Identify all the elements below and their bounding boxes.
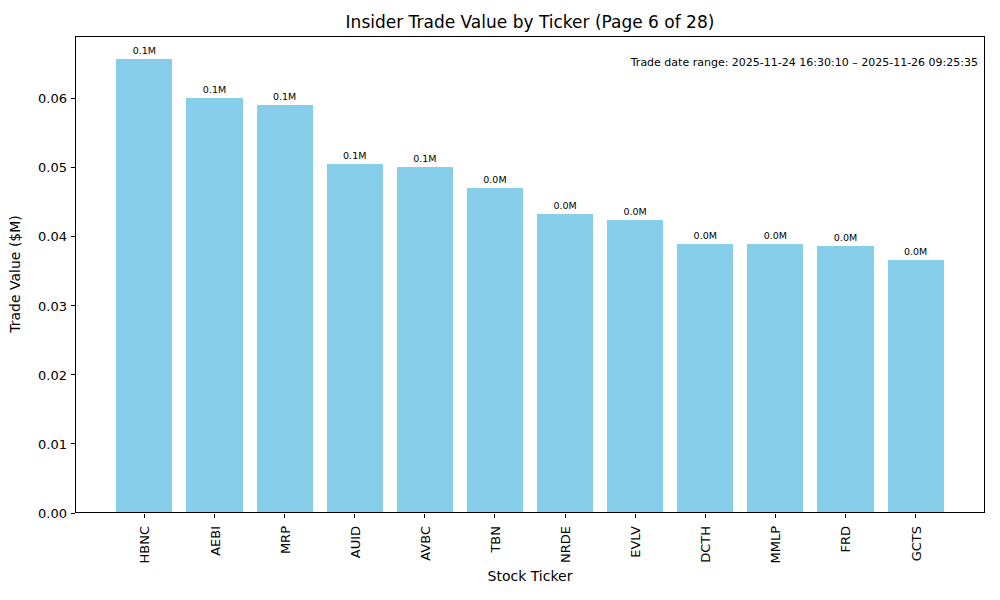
x-axis-label: Stock Ticker <box>488 568 573 584</box>
y-tick-label: 0.00 <box>38 506 67 521</box>
x-tick-label-mmlp: MMLP <box>768 526 783 564</box>
bar-value-label: 0.1M <box>133 45 156 56</box>
figure: Insider Trade Value by Ticker (Page 6 of… <box>0 0 1000 600</box>
y-tick-label: 0.01 <box>38 436 67 451</box>
bar-mmlp <box>747 244 803 512</box>
x-tick-mark <box>284 514 285 518</box>
x-tick-label-gcts: GCTS <box>908 526 923 561</box>
bar-tbn <box>467 188 523 512</box>
bar-mrp <box>257 105 313 512</box>
bar-avbc <box>397 167 453 512</box>
bar-nrde <box>537 214 593 512</box>
x-tick-mark <box>635 514 636 518</box>
x-tick-mark <box>565 514 566 518</box>
bar-value-label: 0.1M <box>273 91 296 102</box>
bar-value-label: 0.0M <box>904 246 927 257</box>
x-tick-label-tbn: TBN <box>487 526 502 553</box>
chart-title: Insider Trade Value by Ticker (Page 6 of… <box>346 12 715 32</box>
y-tick-mark <box>71 236 75 237</box>
x-tick-mark <box>144 514 145 518</box>
bar-value-label: 0.1M <box>413 153 436 164</box>
bar-value-label: 0.0M <box>553 200 576 211</box>
x-tick-mark <box>214 514 215 518</box>
bar-value-label: 0.1M <box>203 84 226 95</box>
bar-gcts <box>888 260 944 512</box>
x-tick-label-evlv: EVLV <box>628 526 643 558</box>
x-tick-mark <box>424 514 425 518</box>
bar-aebi <box>186 98 242 512</box>
bar-frd <box>817 246 873 512</box>
y-tick-label: 0.06 <box>38 91 67 106</box>
bar-auid <box>327 164 383 512</box>
bar-value-label: 0.0M <box>834 232 857 243</box>
y-tick-label: 0.02 <box>38 367 67 382</box>
y-tick-label: 0.05 <box>38 160 67 175</box>
bar-value-label: 0.0M <box>483 174 506 185</box>
y-tick-mark <box>71 98 75 99</box>
bar-value-label: 0.0M <box>694 230 717 241</box>
bar-hbnc <box>116 59 172 512</box>
x-tick-label-mrp: MRP <box>277 526 292 554</box>
y-tick-label: 0.03 <box>38 298 67 313</box>
y-tick-mark <box>71 513 75 514</box>
x-tick-label-dcth: DCTH <box>698 526 713 563</box>
y-tick-mark <box>71 305 75 306</box>
x-tick-label-nrde: NRDE <box>558 526 573 563</box>
y-tick-label: 0.04 <box>38 229 67 244</box>
bar-dcth <box>677 244 733 512</box>
x-tick-mark <box>915 514 916 518</box>
bar-value-label: 0.0M <box>624 206 647 217</box>
y-tick-mark <box>71 443 75 444</box>
x-tick-mark <box>775 514 776 518</box>
x-tick-label-avbc: AVBC <box>417 526 432 561</box>
y-tick-mark <box>71 374 75 375</box>
x-tick-mark <box>705 514 706 518</box>
x-tick-label-aebi: AEBI <box>207 526 222 556</box>
x-tick-label-hbnc: HBNC <box>137 526 152 564</box>
y-tick-mark <box>71 167 75 168</box>
x-tick-mark <box>354 514 355 518</box>
bar-evlv <box>607 220 663 512</box>
y-axis-label: Trade Value ($M) <box>7 215 23 333</box>
x-tick-mark <box>494 514 495 518</box>
bar-value-label: 0.0M <box>764 230 787 241</box>
bar-value-label: 0.1M <box>343 150 366 161</box>
x-tick-label-auid: AUID <box>347 526 362 558</box>
x-tick-mark <box>845 514 846 518</box>
trade-date-range-annotation: Trade date range: 2025-11-24 16:30:10 – … <box>631 56 978 69</box>
x-tick-label-frd: FRD <box>838 526 853 553</box>
